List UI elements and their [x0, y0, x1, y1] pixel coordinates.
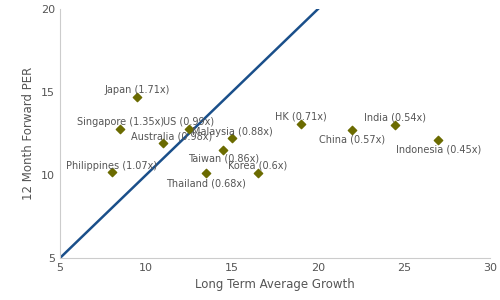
- Point: [202, 171, 210, 176]
- Text: India (0.54x): India (0.54x): [364, 113, 426, 123]
- Text: Korea (0.6x): Korea (0.6x): [228, 161, 288, 171]
- Point: [220, 148, 228, 152]
- Point: [108, 169, 116, 174]
- Point: [297, 121, 305, 126]
- Text: Singapore (1.35x): Singapore (1.35x): [76, 117, 164, 127]
- Text: Malaysia (0.88x): Malaysia (0.88x): [192, 127, 272, 137]
- Point: [116, 126, 124, 131]
- Point: [254, 171, 262, 176]
- Point: [348, 128, 356, 133]
- Text: China (0.57x): China (0.57x): [320, 134, 386, 144]
- Text: Japan (1.71x): Japan (1.71x): [104, 85, 170, 95]
- Y-axis label: 12 Month Forward PER: 12 Month Forward PER: [22, 67, 36, 200]
- Text: Indonesia (0.45x): Indonesia (0.45x): [396, 144, 481, 154]
- Point: [434, 138, 442, 142]
- Text: HK (0.71x): HK (0.71x): [275, 112, 326, 122]
- Text: Thailand (0.68x): Thailand (0.68x): [166, 178, 246, 188]
- Point: [228, 136, 236, 141]
- X-axis label: Long Term Average Growth: Long Term Average Growth: [195, 278, 355, 291]
- Point: [185, 126, 193, 131]
- Text: Taiwan (0.86x): Taiwan (0.86x): [188, 153, 259, 164]
- Text: Australia (0.98x): Australia (0.98x): [131, 132, 212, 142]
- Text: Philippines (1.07x): Philippines (1.07x): [66, 161, 157, 171]
- Point: [392, 123, 400, 128]
- Point: [159, 141, 167, 146]
- Point: [134, 94, 141, 99]
- Text: US (0.99x): US (0.99x): [164, 117, 214, 127]
